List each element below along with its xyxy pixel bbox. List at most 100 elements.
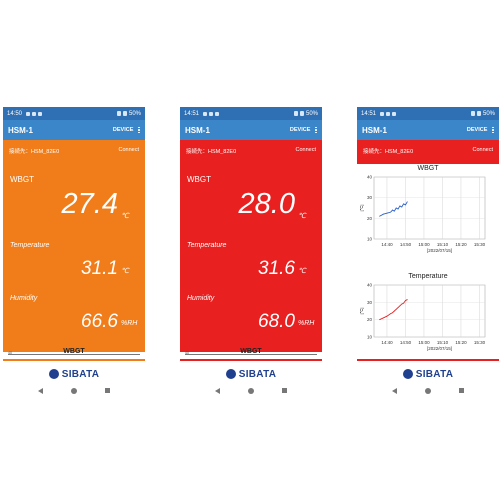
logo-mark-icon: [48, 369, 59, 379]
back-icon[interactable]: [38, 387, 43, 394]
device-button[interactable]: DEVICE: [466, 127, 488, 133]
data-point: [379, 215, 380, 217]
strip-title: WBGT: [63, 348, 85, 355]
data-point: [393, 310, 395, 312]
chart-title: Temperature: [408, 273, 448, 280]
more-menu-icon[interactable]: [492, 126, 494, 134]
plot-area: [373, 284, 486, 338]
chart-title: WBGT: [417, 165, 439, 172]
more-menu-icon[interactable]: [138, 126, 140, 134]
wbgt-graph-strip[interactable]: 40 WBGT: [3, 348, 145, 364]
y-axis-label: [℃]: [359, 308, 364, 315]
recent-apps-icon[interactable]: [459, 388, 464, 393]
back-icon[interactable]: [392, 387, 397, 394]
measurement-panel: 接続先：HSM_82E0 Connect WBGT 27.4 ℃ Tempera…: [3, 140, 145, 352]
x-tick-label: 15:00: [418, 340, 430, 345]
home-icon[interactable]: [248, 387, 254, 394]
x-axis-label: [2022/07/15]: [427, 248, 452, 253]
notification-icons: [380, 111, 397, 116]
status-bar: 14:51 50%: [180, 107, 322, 120]
connection-target: 接続先：HSM_82E0: [363, 149, 414, 155]
temperature-unit: ℃: [121, 268, 129, 275]
more-menu-icon[interactable]: [315, 126, 317, 134]
home-icon[interactable]: [425, 387, 431, 394]
temperature-unit: ℃: [298, 268, 306, 275]
connect-button[interactable]: Connect: [472, 147, 494, 153]
status-time: 14:51: [361, 110, 377, 117]
humidity-value: 66.6: [81, 311, 118, 332]
humidity-label: Humidity: [187, 295, 215, 302]
data-point: [406, 201, 408, 203]
battery-level: 50%: [305, 110, 318, 117]
logo-mark-icon: [402, 369, 413, 379]
connect-button[interactable]: Connect: [295, 147, 317, 153]
x-tick-label: 15:00: [418, 242, 430, 247]
battery-icon: [299, 111, 304, 116]
connection-target: 接続先：HSM_82E0: [186, 149, 237, 155]
y-tick-label: 40: [367, 283, 373, 288]
wbgt-value: 27.4: [61, 188, 118, 220]
device-button[interactable]: DEVICE: [289, 127, 311, 133]
data-point: [386, 212, 388, 214]
data-point: [386, 315, 388, 317]
data-point: [393, 210, 395, 212]
temperature-chart[interactable]: 14:40 14:50 15:00 15:10 15:20 15:30 10 20 30 40 [℃…: [357, 281, 499, 359]
data-point: [379, 319, 380, 321]
nav-bar: [180, 383, 322, 398]
sibata-logo: SIBATA: [180, 367, 322, 381]
y-tick-label: 40: [367, 175, 373, 180]
connection-target: 接続先：HSM_82E0: [9, 149, 60, 155]
data-point: [399, 305, 401, 307]
x-tick-label: 15:30: [474, 242, 486, 247]
data-point: [395, 308, 397, 310]
x-tick-label: 15:20: [455, 340, 467, 345]
x-tick-label: 14:40: [381, 242, 393, 247]
home-icon[interactable]: [71, 387, 77, 394]
phone-screen-2: 14:51 50% HSM-1 DEVICE 接続先：HSM_82E0 Conn…: [180, 107, 322, 398]
nav-bar: [3, 383, 145, 398]
status-bar: 14:50 50%: [3, 107, 145, 120]
phone-screen-3: 14:51 50% HSM-1 DEVICE 接続先：HSM_82E0 Conn…: [357, 107, 499, 398]
strip-axis-value: 40: [185, 351, 189, 355]
strip-axis-value: 40: [8, 351, 12, 355]
data-point: [405, 204, 406, 206]
app-bar: HSM-1 DEVICE: [357, 120, 499, 140]
battery-level: 50%: [128, 110, 141, 117]
wifi-icon: [116, 111, 121, 116]
status-time: 14:51: [184, 110, 200, 117]
data-point: [405, 300, 406, 301]
wbgt-graph-strip[interactable]: 40 WBGT: [180, 348, 322, 364]
connect-button[interactable]: Connect: [118, 147, 140, 153]
recent-apps-icon[interactable]: [282, 388, 287, 393]
app-title: HSM-1: [362, 125, 387, 135]
level-bar: [357, 359, 499, 361]
recent-apps-icon[interactable]: [105, 388, 110, 393]
wifi-icon: [470, 111, 475, 116]
back-icon[interactable]: [215, 387, 220, 394]
data-point: [382, 317, 384, 319]
wifi-icon: [293, 111, 298, 116]
x-tick-label: 14:50: [400, 242, 412, 247]
device-button[interactable]: DEVICE: [112, 127, 134, 133]
status-bar: 14:51 50%: [357, 107, 499, 120]
notification-icons: [203, 111, 220, 116]
app-bar: HSM-1 DEVICE: [180, 120, 322, 140]
data-point: [397, 307, 399, 308]
data-point: [390, 211, 392, 213]
plot-area: [373, 176, 486, 240]
app-title: HSM-1: [185, 125, 210, 135]
x-tick-label: 14:50: [400, 340, 412, 345]
x-tick-label: 15:10: [437, 242, 449, 247]
connection-bar: 接続先：HSM_82E0 Connect: [357, 140, 499, 164]
level-bar: [180, 359, 322, 361]
measurement-panel: 接続先：HSM_82E0 Connect WBGT 28.0 ℃ Tempera…: [180, 140, 322, 352]
temperature-label: Temperature: [10, 242, 50, 249]
x-tick-label: 14:40: [381, 340, 393, 345]
wbgt-chart[interactable]: 14:40 14:50 15:00 15:10 15:20 15:30 10 20 30 40 [℃…: [357, 173, 499, 261]
data-point: [399, 205, 401, 207]
logo-mark-icon: [225, 369, 236, 379]
wbgt-unit: ℃: [298, 213, 306, 220]
sibata-logo: SIBATA: [357, 367, 499, 381]
battery-icon: [476, 111, 481, 116]
humidity-value: 68.0: [258, 311, 295, 332]
